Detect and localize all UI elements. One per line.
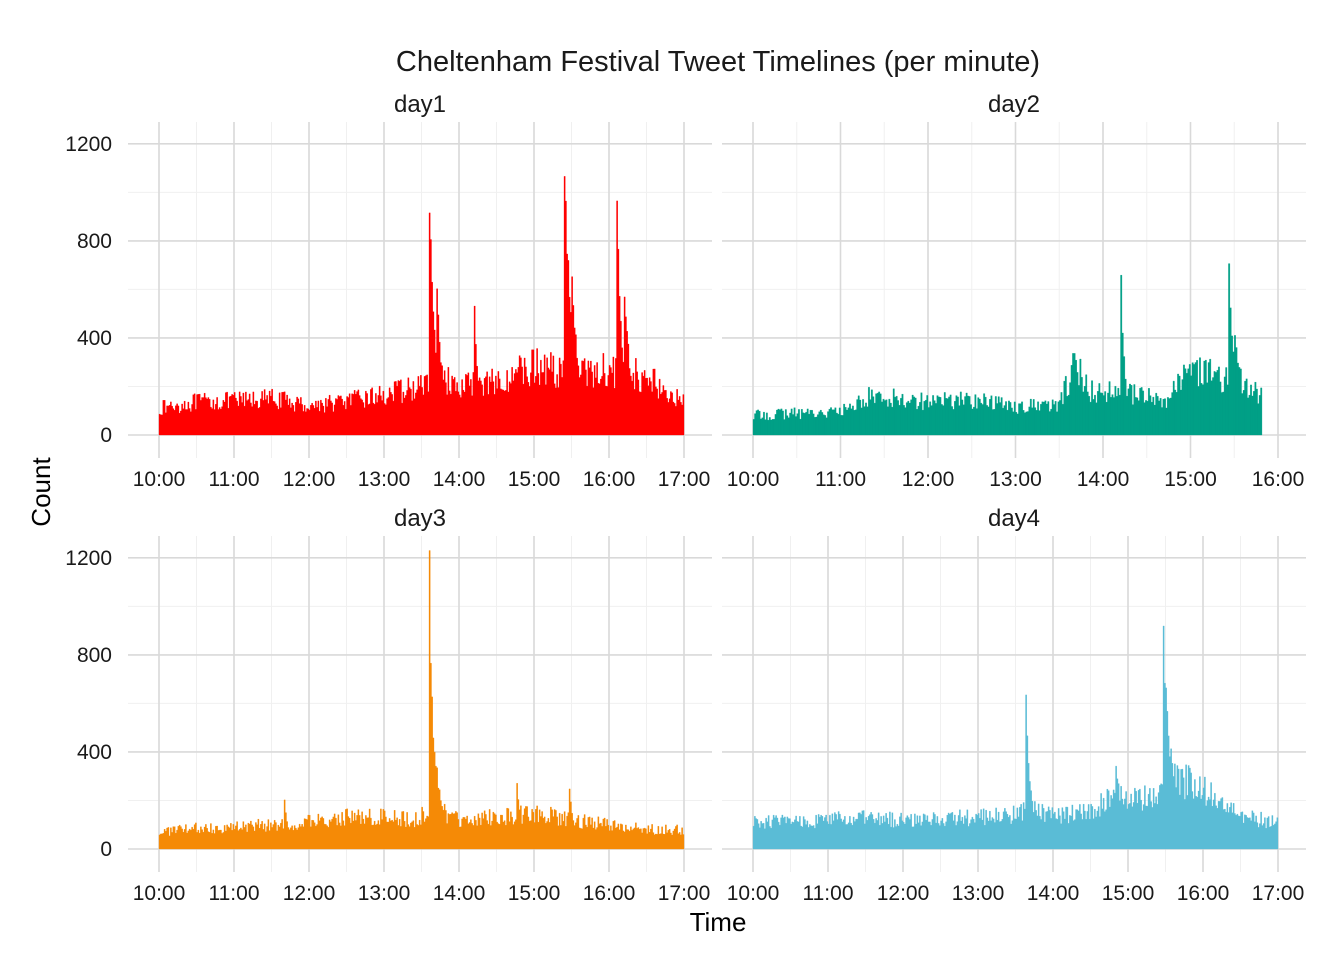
x-tick-label: 13:00 [358, 882, 411, 905]
x-tick-label: 11:00 [209, 882, 260, 905]
y-tick-label: 1200 [65, 547, 112, 570]
y-tick-label: 400 [77, 741, 112, 764]
facet-label-day4: day4 [988, 505, 1040, 532]
x-tick-label: 13:00 [358, 468, 411, 491]
facet-label-day2: day2 [988, 91, 1040, 118]
x-tick-label: 12:00 [283, 468, 336, 491]
x-tick-label: 10:00 [727, 468, 780, 491]
x-tick-label: 12:00 [877, 882, 930, 905]
x-tick-label: 10:00 [133, 468, 186, 491]
facet-label-day3: day3 [394, 505, 446, 532]
x-tick-label: 14:00 [433, 882, 486, 905]
x-tick-label: 15:00 [1164, 468, 1217, 491]
y-axis-title: Count [26, 457, 56, 527]
panel-day1: day1 0 400 800 1200 10:00 11:00 12:00 13:00 14:00… [65, 91, 712, 491]
x-tick-label: 14:00 [1027, 882, 1080, 905]
x-tick-label: 11:00 [209, 468, 260, 491]
y-tick-label: 800 [77, 644, 112, 667]
x-tick-label: 15:00 [508, 468, 561, 491]
y-tick-label: 0 [100, 838, 112, 861]
x-tick-label: 14:00 [433, 468, 486, 491]
x-tick-label: 11:00 [815, 468, 866, 491]
tweet-bars-day3 [158, 550, 685, 850]
y-tick-label: 0 [100, 424, 112, 447]
x-tick-label: 13:00 [989, 468, 1042, 491]
x-tick-label: 16:00 [1252, 468, 1305, 491]
panel-day2: day2 10:00 11:00 12:00 13:00 14:00 15:00 16:00 [722, 91, 1306, 491]
x-tick-label: 13:00 [952, 882, 1005, 905]
x-tick-label: 17:00 [658, 882, 711, 905]
x-axis-title: Time [690, 907, 747, 937]
x-tick-label: 11:00 [803, 882, 854, 905]
panel-day3: day3 0 400 800 1200 10:00 11:00 12:00 13:00 14:00… [65, 505, 712, 905]
x-tick-label: 15:00 [508, 882, 561, 905]
y-tick-label: 1200 [65, 133, 112, 156]
x-tick-label: 17:00 [1252, 882, 1305, 905]
tweet-bars-day2 [752, 263, 1263, 436]
y-tick-label: 800 [77, 230, 112, 253]
x-tick-label: 10:00 [727, 882, 780, 905]
x-tick-label: 15:00 [1102, 882, 1155, 905]
panels: day1 0 400 800 1200 10:00 11:00 12:00 13:00 14:00… [65, 91, 1306, 905]
chart-title: Cheltenham Festival Tweet Timelines (per… [396, 46, 1040, 78]
x-tick-label: 16:00 [1177, 882, 1230, 905]
x-tick-label: 12:00 [283, 882, 336, 905]
x-tick-label: 16:00 [583, 882, 636, 905]
y-tick-label: 400 [77, 327, 112, 350]
x-tick-label: 14:00 [1077, 468, 1130, 491]
tweet-bars-day4 [752, 625, 1279, 850]
facet-label-day1: day1 [394, 91, 446, 118]
tweet-bars-day1 [158, 176, 685, 436]
x-tick-label: 16:00 [583, 468, 636, 491]
x-tick-label: 12:00 [902, 468, 955, 491]
x-tick-label: 17:00 [658, 468, 711, 491]
panel-day4: day4 10:00 11:00 12:00 13:00 14:00 15:00 16:00 1… [722, 505, 1306, 905]
x-tick-label: 10:00 [133, 882, 186, 905]
